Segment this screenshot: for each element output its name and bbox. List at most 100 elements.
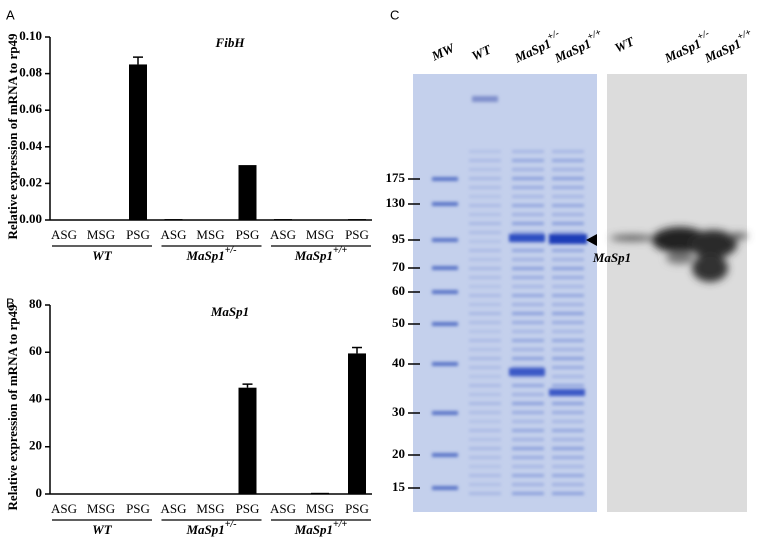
bar xyxy=(274,219,292,220)
label-name: MaSp1 xyxy=(185,248,224,263)
lane-band xyxy=(552,276,584,279)
lane-band xyxy=(552,285,584,288)
label-name: WT xyxy=(92,248,113,263)
bar xyxy=(348,219,366,220)
label-sup: +/- xyxy=(696,28,711,43)
lane-band xyxy=(469,231,501,234)
marker-label: 50 xyxy=(392,315,405,330)
label-sup: +/- xyxy=(225,245,237,256)
lane-band xyxy=(512,330,544,333)
lane-band xyxy=(512,357,544,360)
band xyxy=(549,234,587,244)
x-tick-label: ASG xyxy=(160,227,186,242)
label: MaSp1+/+ xyxy=(294,519,348,537)
label-name: WT xyxy=(469,41,494,63)
lane-band xyxy=(469,375,501,378)
label-sup: +/+ xyxy=(333,245,347,256)
lane-band xyxy=(512,177,544,180)
lane-band xyxy=(469,366,501,369)
marker-label: 60 xyxy=(392,283,405,298)
lane-band xyxy=(552,411,584,414)
lane-band xyxy=(469,420,501,423)
x-tick-label: PSG xyxy=(345,501,369,516)
x-tick-label: PSG xyxy=(236,227,260,242)
lane-band xyxy=(552,465,584,468)
x-tick-label: ASG xyxy=(51,227,77,242)
x-tick-label: ASG xyxy=(270,227,296,242)
lane-band xyxy=(552,447,584,450)
lane-band xyxy=(512,249,544,252)
lane-band xyxy=(469,150,501,153)
lane-band xyxy=(469,492,501,495)
lane-band xyxy=(512,231,544,234)
lane-band xyxy=(552,492,584,495)
label-name: WT xyxy=(612,33,637,55)
y-tick-label: 0.02 xyxy=(19,174,42,189)
label: WT xyxy=(469,41,494,63)
ladder-band xyxy=(432,290,458,294)
panel-letter: B xyxy=(6,295,15,310)
lane-band xyxy=(512,321,544,324)
lane-band xyxy=(469,312,501,315)
lane-band xyxy=(469,339,501,342)
marker-label: 20 xyxy=(392,446,405,461)
lane-band xyxy=(552,348,584,351)
lane-band xyxy=(469,321,501,324)
label: MaSp1+/- xyxy=(185,245,236,263)
lane-band xyxy=(469,258,501,261)
ladder-band xyxy=(432,362,458,366)
lane-band xyxy=(469,285,501,288)
lane-band xyxy=(512,186,544,189)
lane-band xyxy=(512,276,544,279)
label: WT xyxy=(92,522,113,537)
y-tick-label: 80 xyxy=(29,296,42,311)
lane-band xyxy=(512,456,544,459)
lane-band xyxy=(469,384,501,387)
chart-title: MaSp1 xyxy=(210,304,249,319)
lane-band xyxy=(552,195,584,198)
bar xyxy=(311,492,329,494)
lane-band xyxy=(469,474,501,477)
lane-band xyxy=(552,231,584,234)
lane-band xyxy=(512,483,544,486)
lane-band xyxy=(469,483,501,486)
x-tick-label: MSG xyxy=(87,227,115,242)
x-tick-label: ASG xyxy=(160,501,186,516)
y-axis-label: Relative expression of mRNA to rp49 xyxy=(5,33,20,239)
error-bar xyxy=(352,346,362,354)
marker-label: 40 xyxy=(392,355,405,370)
lane-band xyxy=(469,348,501,351)
lane-band xyxy=(512,159,544,162)
x-tick-label: PSG xyxy=(126,227,150,242)
lane-band xyxy=(552,321,584,324)
error-bar xyxy=(133,56,143,65)
lane-band xyxy=(552,339,584,342)
band xyxy=(549,389,585,396)
lane-band xyxy=(552,312,584,315)
lane-band xyxy=(552,267,584,270)
lane-band xyxy=(512,492,544,495)
lane-band xyxy=(469,465,501,468)
x-tick-label: MSG xyxy=(196,227,224,242)
western-blot xyxy=(607,74,747,512)
lane-band xyxy=(552,483,584,486)
arrow xyxy=(586,234,597,246)
lane-band xyxy=(552,402,584,405)
label-name: WT xyxy=(92,522,113,537)
lane-band xyxy=(469,159,501,162)
label-name: MW xyxy=(428,39,458,63)
lane-band xyxy=(469,249,501,252)
lane-band xyxy=(512,366,544,369)
lane-band xyxy=(512,402,544,405)
lane-band xyxy=(469,267,501,270)
ladder-band xyxy=(432,453,458,457)
x-tick-label: PSG xyxy=(236,501,260,516)
label-name: MaSp1 xyxy=(294,522,333,537)
lane-band xyxy=(512,168,544,171)
lane-band xyxy=(512,420,544,423)
bar xyxy=(238,165,257,220)
lane-band xyxy=(469,195,501,198)
lane-band xyxy=(469,447,501,450)
lane-band xyxy=(512,348,544,351)
lane-band xyxy=(469,204,501,207)
